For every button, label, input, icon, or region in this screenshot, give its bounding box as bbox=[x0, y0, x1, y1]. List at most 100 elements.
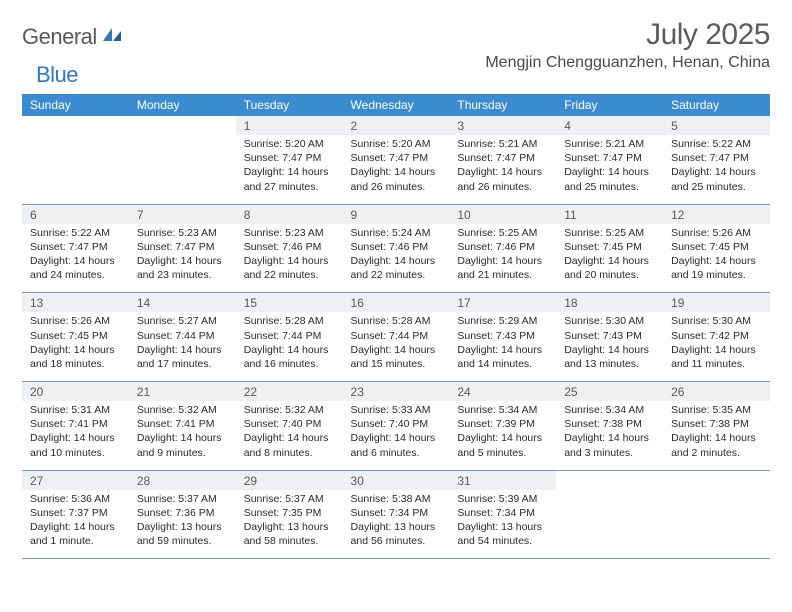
daylight-text: Daylight: 13 hours bbox=[244, 520, 335, 534]
sunrise-text: Sunrise: 5:30 AM bbox=[564, 314, 655, 328]
title-block: July 2025 Mengjin Chengguanzhen, Henan, … bbox=[485, 18, 770, 72]
daylight-text: and 15 minutes. bbox=[351, 357, 442, 371]
day-cell bbox=[129, 135, 236, 204]
daylight-text: and 27 minutes. bbox=[244, 180, 335, 194]
day-cell bbox=[663, 490, 770, 559]
sunrise-text: Sunrise: 5:20 AM bbox=[244, 137, 335, 151]
day-number: 30 bbox=[343, 470, 450, 490]
weekday-header: Monday bbox=[129, 94, 236, 116]
daylight-text: and 1 minute. bbox=[30, 534, 121, 548]
daynum-row: 20212223242526 bbox=[22, 382, 770, 402]
day-cell: Sunrise: 5:25 AMSunset: 7:46 PMDaylight:… bbox=[449, 224, 556, 293]
sunset-text: Sunset: 7:42 PM bbox=[671, 329, 762, 343]
day-cell bbox=[22, 135, 129, 204]
day-number: 18 bbox=[556, 293, 663, 313]
day-cell: Sunrise: 5:20 AMSunset: 7:47 PMDaylight:… bbox=[236, 135, 343, 204]
sunset-text: Sunset: 7:40 PM bbox=[351, 417, 442, 431]
sunset-text: Sunset: 7:36 PM bbox=[137, 506, 228, 520]
daylight-text: Daylight: 14 hours bbox=[244, 343, 335, 357]
daylight-text: Daylight: 14 hours bbox=[30, 254, 121, 268]
day-cell: Sunrise: 5:37 AMSunset: 7:36 PMDaylight:… bbox=[129, 490, 236, 559]
day-cell: Sunrise: 5:21 AMSunset: 7:47 PMDaylight:… bbox=[556, 135, 663, 204]
daylight-text: Daylight: 14 hours bbox=[564, 343, 655, 357]
daylight-text: Daylight: 14 hours bbox=[30, 520, 121, 534]
sunrise-text: Sunrise: 5:26 AM bbox=[671, 226, 762, 240]
sunrise-text: Sunrise: 5:32 AM bbox=[244, 403, 335, 417]
day-cell: Sunrise: 5:27 AMSunset: 7:44 PMDaylight:… bbox=[129, 312, 236, 381]
daylight-text: Daylight: 14 hours bbox=[564, 165, 655, 179]
day-number: 14 bbox=[129, 293, 236, 313]
sunset-text: Sunset: 7:35 PM bbox=[244, 506, 335, 520]
daylight-text: Daylight: 14 hours bbox=[351, 254, 442, 268]
sunset-text: Sunset: 7:47 PM bbox=[244, 151, 335, 165]
day-number: 5 bbox=[663, 116, 770, 135]
day-number: 20 bbox=[22, 382, 129, 402]
sunset-text: Sunset: 7:47 PM bbox=[457, 151, 548, 165]
sunset-text: Sunset: 7:44 PM bbox=[244, 329, 335, 343]
daylight-text: Daylight: 14 hours bbox=[137, 254, 228, 268]
day-cell: Sunrise: 5:24 AMSunset: 7:46 PMDaylight:… bbox=[343, 224, 450, 293]
calendar-table: Sunday Monday Tuesday Wednesday Thursday… bbox=[22, 94, 770, 559]
sunrise-text: Sunrise: 5:37 AM bbox=[137, 492, 228, 506]
daylight-text: and 2 minutes. bbox=[671, 446, 762, 460]
daynum-row: 6789101112 bbox=[22, 204, 770, 224]
day-cell: Sunrise: 5:22 AMSunset: 7:47 PMDaylight:… bbox=[22, 224, 129, 293]
day-number: 10 bbox=[449, 204, 556, 224]
sunrise-text: Sunrise: 5:34 AM bbox=[564, 403, 655, 417]
sunrise-text: Sunrise: 5:28 AM bbox=[244, 314, 335, 328]
day-number: 4 bbox=[556, 116, 663, 135]
sunset-text: Sunset: 7:47 PM bbox=[30, 240, 121, 254]
day-number bbox=[129, 116, 236, 135]
daynum-row: 13141516171819 bbox=[22, 293, 770, 313]
sunrise-text: Sunrise: 5:23 AM bbox=[244, 226, 335, 240]
daylight-text: and 16 minutes. bbox=[244, 357, 335, 371]
daylight-text: and 26 minutes. bbox=[351, 180, 442, 194]
daylight-text: Daylight: 14 hours bbox=[457, 254, 548, 268]
day-number bbox=[556, 470, 663, 490]
daylight-text: Daylight: 14 hours bbox=[244, 165, 335, 179]
detail-row: Sunrise: 5:36 AMSunset: 7:37 PMDaylight:… bbox=[22, 490, 770, 559]
sunrise-text: Sunrise: 5:25 AM bbox=[564, 226, 655, 240]
sunrise-text: Sunrise: 5:39 AM bbox=[457, 492, 548, 506]
detail-row: Sunrise: 5:20 AMSunset: 7:47 PMDaylight:… bbox=[22, 135, 770, 204]
day-cell: Sunrise: 5:28 AMSunset: 7:44 PMDaylight:… bbox=[236, 312, 343, 381]
sunset-text: Sunset: 7:38 PM bbox=[564, 417, 655, 431]
daylight-text: Daylight: 14 hours bbox=[351, 165, 442, 179]
sunset-text: Sunset: 7:44 PM bbox=[351, 329, 442, 343]
day-cell: Sunrise: 5:34 AMSunset: 7:38 PMDaylight:… bbox=[556, 401, 663, 470]
sunrise-text: Sunrise: 5:30 AM bbox=[671, 314, 762, 328]
sunset-text: Sunset: 7:41 PM bbox=[137, 417, 228, 431]
daylight-text: and 5 minutes. bbox=[457, 446, 548, 460]
sunset-text: Sunset: 7:38 PM bbox=[671, 417, 762, 431]
sunset-text: Sunset: 7:37 PM bbox=[30, 506, 121, 520]
sunrise-text: Sunrise: 5:29 AM bbox=[457, 314, 548, 328]
month-title: July 2025 bbox=[485, 18, 770, 52]
daylight-text: and 20 minutes. bbox=[564, 268, 655, 282]
daylight-text: and 25 minutes. bbox=[564, 180, 655, 194]
daylight-text: Daylight: 14 hours bbox=[30, 343, 121, 357]
day-number: 15 bbox=[236, 293, 343, 313]
sunrise-text: Sunrise: 5:22 AM bbox=[671, 137, 762, 151]
day-number: 29 bbox=[236, 470, 343, 490]
daylight-text: and 8 minutes. bbox=[244, 446, 335, 460]
day-cell: Sunrise: 5:38 AMSunset: 7:34 PMDaylight:… bbox=[343, 490, 450, 559]
daylight-text: Daylight: 14 hours bbox=[671, 431, 762, 445]
daylight-text: Daylight: 14 hours bbox=[457, 165, 548, 179]
sunset-text: Sunset: 7:44 PM bbox=[137, 329, 228, 343]
location-subtitle: Mengjin Chengguanzhen, Henan, China bbox=[485, 54, 770, 72]
daynum-row: 12345 bbox=[22, 116, 770, 135]
daylight-text: Daylight: 14 hours bbox=[351, 343, 442, 357]
daylight-text: Daylight: 14 hours bbox=[244, 431, 335, 445]
day-number: 6 bbox=[22, 204, 129, 224]
sunrise-text: Sunrise: 5:32 AM bbox=[137, 403, 228, 417]
daylight-text: Daylight: 14 hours bbox=[30, 431, 121, 445]
daylight-text: Daylight: 14 hours bbox=[671, 343, 762, 357]
detail-row: Sunrise: 5:26 AMSunset: 7:45 PMDaylight:… bbox=[22, 312, 770, 381]
day-number: 16 bbox=[343, 293, 450, 313]
sunrise-text: Sunrise: 5:28 AM bbox=[351, 314, 442, 328]
daylight-text: and 22 minutes. bbox=[244, 268, 335, 282]
sunrise-text: Sunrise: 5:26 AM bbox=[30, 314, 121, 328]
sunset-text: Sunset: 7:45 PM bbox=[671, 240, 762, 254]
day-cell: Sunrise: 5:33 AMSunset: 7:40 PMDaylight:… bbox=[343, 401, 450, 470]
sunset-text: Sunset: 7:43 PM bbox=[564, 329, 655, 343]
